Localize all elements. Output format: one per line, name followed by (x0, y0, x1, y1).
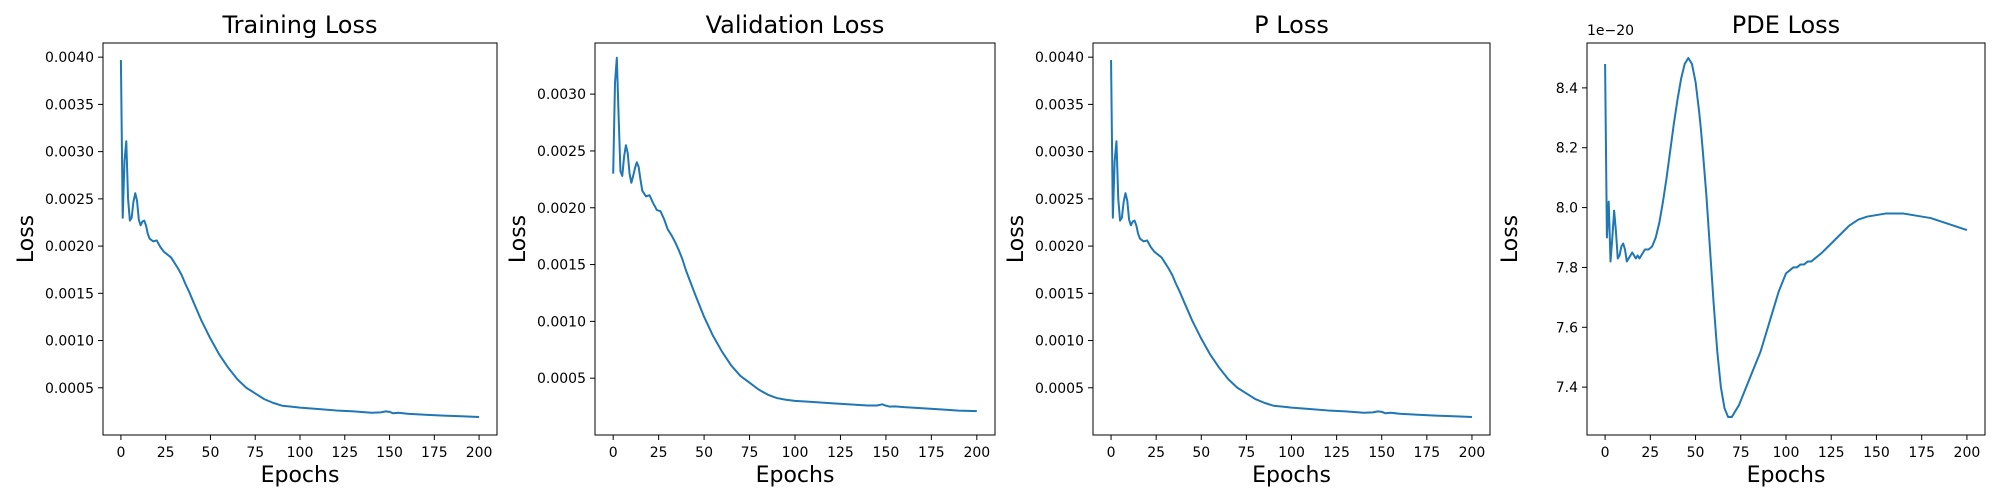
y-tick-label: 8.0 (1556, 201, 1578, 217)
y-tick-label: 0.0025 (537, 144, 586, 160)
x-tick-label: 75 (1237, 445, 1255, 461)
x-tick-label: 125 (827, 445, 854, 461)
axes-frame (1092, 42, 1491, 436)
x-tick-label: 200 (1459, 445, 1486, 461)
x-tick-label: 150 (1863, 445, 1890, 461)
x-tick-label: 50 (1192, 445, 1210, 461)
chart-title: PDE Loss (1732, 11, 1840, 39)
chart-title: Training Loss (222, 11, 378, 39)
x-tick-label: 150 (1368, 445, 1395, 461)
y-tick-label: 0.0005 (1035, 381, 1084, 397)
y-tick-label: 0.0040 (45, 50, 94, 66)
series-line-1 (119, 59, 480, 419)
y-tick-label: 8.2 (1556, 141, 1578, 157)
x-tick-label: 50 (202, 445, 220, 461)
x-tick-label: 100 (1773, 445, 1800, 461)
x-tick-label: 75 (741, 445, 759, 461)
y-axis-label: Loss (506, 215, 531, 263)
y-tick-label: 0.0010 (1035, 334, 1084, 350)
x-tick-label: 50 (695, 445, 713, 461)
y-tick-label: 7.4 (1556, 380, 1578, 396)
subplot-4: 0 25 50 75 100 125 150 175 200 7.4 7.6 7.8 8.0 8.2 8.4… (1498, 11, 1986, 488)
y-axis-label: Loss (1498, 215, 1523, 263)
y-tick-label: 0.0035 (45, 97, 94, 113)
y-tick-label: 0.0015 (45, 286, 94, 302)
x-tick-label: 200 (466, 445, 493, 461)
x-axis-label: Epochs (756, 463, 835, 488)
y-tick-label: 0.0030 (1035, 145, 1084, 161)
series-line-1 (1110, 59, 1472, 419)
series-line-1 (612, 56, 977, 413)
y-offset-label: 1e−20 (1587, 23, 1634, 39)
axes-frame (102, 42, 498, 436)
x-tick-label: 100 (782, 445, 809, 461)
x-tick-label: 75 (1732, 445, 1750, 461)
subplot-1: 0 25 50 75 100 125 150 175 200 0.0005 0.0010 0.0015… (14, 11, 498, 488)
x-tick-label: 150 (873, 445, 900, 461)
x-tick-label: 100 (1278, 445, 1305, 461)
chart-title: Validation Loss (706, 11, 885, 39)
x-tick-label: 175 (1908, 445, 1935, 461)
y-tick-label: 0.0005 (45, 381, 94, 397)
x-tick-label: 150 (376, 445, 403, 461)
x-tick-label: 200 (963, 445, 990, 461)
x-tick-label: 25 (650, 445, 668, 461)
axes-frame (594, 42, 996, 436)
x-axis-label: Epochs (1252, 463, 1331, 488)
y-tick-label: 0.0010 (45, 334, 94, 350)
y-tick-label: 0.0035 (1035, 97, 1084, 113)
y-tick-label: 0.0010 (537, 314, 586, 330)
y-tick-label: 0.0040 (1035, 50, 1084, 66)
x-tick-label: 125 (1323, 445, 1350, 461)
x-tick-label: 125 (1818, 445, 1845, 461)
subplot-2: 0 25 50 75 100 125 150 175 200 0.0005 0.0010 0.0015… (506, 11, 996, 488)
y-tick-label: 8.4 (1556, 81, 1578, 97)
y-tick-label: 0.0030 (537, 87, 586, 103)
y-tick-label: 7.6 (1556, 320, 1578, 336)
series-line-1 (1604, 56, 1968, 419)
x-tick-label: 25 (157, 445, 175, 461)
x-tick-label: 0 (609, 445, 618, 461)
y-tick-label: 0.0020 (1035, 239, 1084, 255)
y-tick-label: 7.8 (1556, 260, 1578, 276)
x-tick-label: 175 (918, 445, 945, 461)
y-axis-label: Loss (1004, 215, 1029, 263)
x-tick-label: 50 (1687, 445, 1705, 461)
x-tick-label: 0 (1601, 445, 1610, 461)
x-tick-label: 25 (1641, 445, 1659, 461)
axes-frame (1586, 42, 1986, 436)
x-tick-label: 0 (1107, 445, 1116, 461)
x-tick-label: 0 (116, 445, 125, 461)
x-tick-label: 200 (1954, 445, 1981, 461)
y-tick-label: 0.0020 (537, 201, 586, 217)
x-tick-label: 175 (1413, 445, 1440, 461)
x-tick-label: 125 (331, 445, 358, 461)
y-tick-label: 0.0025 (45, 192, 94, 208)
y-tick-label: 0.0015 (537, 258, 586, 274)
y-tick-label: 0.0025 (1035, 192, 1084, 208)
subplot-3: 0 25 50 75 100 125 150 175 200 0.0005 0.0010 0.0015… (1004, 11, 1491, 488)
y-axis-label: Loss (14, 215, 39, 263)
y-tick-label: 0.0020 (45, 239, 94, 255)
x-tick-label: 75 (246, 445, 264, 461)
chart-title: P Loss (1254, 11, 1329, 39)
x-tick-label: 100 (287, 445, 314, 461)
x-axis-label: Epochs (1747, 463, 1826, 488)
x-axis-label: Epochs (261, 463, 340, 488)
x-tick-label: 175 (421, 445, 448, 461)
x-tick-label: 25 (1147, 445, 1165, 461)
y-tick-label: 0.0005 (537, 371, 586, 387)
y-tick-label: 0.0015 (1035, 286, 1084, 302)
y-tick-label: 0.0030 (45, 145, 94, 161)
